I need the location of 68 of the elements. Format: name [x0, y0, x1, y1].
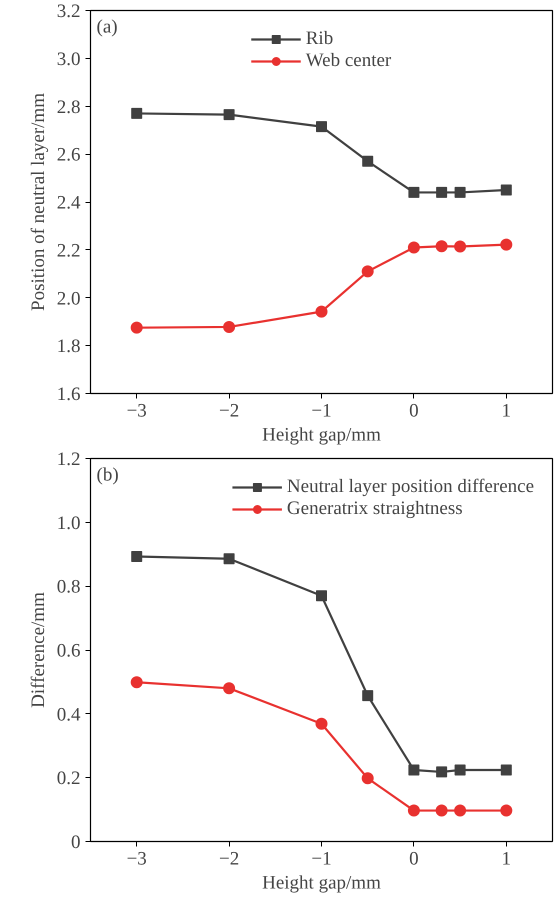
point: [130, 322, 143, 334]
point: [500, 804, 512, 817]
point: [454, 764, 466, 776]
y-tick-label: 3.2: [56, 1, 80, 22]
x-tick-label: 1: [502, 848, 512, 870]
point: [362, 690, 374, 702]
y-tick-label: 0.2: [56, 768, 80, 790]
y-tick-label: 0.6: [56, 640, 80, 662]
y-tick-label: 3.0: [56, 48, 80, 70]
x-axis-title: Height gap/mm: [262, 424, 382, 446]
point: [131, 550, 142, 562]
y-tick-label: 2.0: [56, 288, 80, 310]
point: [436, 240, 448, 252]
y-tick-label: 1.6: [56, 384, 80, 405]
x-tick-label: 0: [409, 848, 419, 870]
point: [454, 804, 466, 817]
legend-label: Neutral layer position difference: [286, 476, 534, 498]
point: [316, 590, 327, 602]
x-tick-label: −3: [126, 848, 147, 870]
y-tick-label: 0.4: [56, 704, 81, 726]
point: [362, 265, 374, 278]
point: [408, 186, 420, 198]
y-axis-title: Difference/mm: [28, 592, 49, 708]
annotation: (b): [96, 464, 119, 486]
y-axis-title: Position of neutral layer/mm: [28, 92, 49, 311]
point: [362, 772, 374, 784]
x-tick-label: 0: [409, 400, 419, 422]
point: [500, 764, 512, 776]
point: [500, 238, 512, 251]
annotation: (a): [96, 16, 118, 38]
x-tick-label: 1: [502, 400, 512, 422]
point: [362, 156, 374, 167]
y-tick-label: 2.6: [56, 144, 80, 166]
point: [500, 184, 512, 196]
x-tick-label: −3: [126, 400, 147, 422]
x-axis-title: Height gap/mm: [262, 872, 382, 894]
point: [316, 718, 328, 730]
point: [224, 553, 235, 564]
y-tick-label: 2.4: [56, 192, 81, 214]
y-tick-label: 0: [71, 832, 80, 853]
y-tick-label: 0.8: [56, 576, 80, 598]
y-tick-label: 1.2: [56, 449, 80, 470]
point: [436, 186, 448, 198]
x-tick-label: −2: [218, 848, 240, 870]
point: [131, 108, 142, 119]
point: [130, 676, 143, 688]
x-tick-label: −2: [218, 400, 240, 422]
x-tick-label: −1: [311, 400, 332, 422]
legend-label: Rib: [306, 28, 334, 50]
legend-label: Web center: [306, 50, 392, 72]
x-tick-label: −1: [311, 848, 332, 870]
point: [408, 804, 420, 817]
point: [454, 186, 466, 198]
point: [436, 766, 448, 778]
point: [436, 804, 448, 817]
legend-label: Generatrix straightness: [286, 498, 463, 520]
point: [454, 240, 466, 253]
point: [223, 682, 236, 694]
point: [224, 109, 235, 120]
point: [316, 306, 328, 318]
y-tick-label: 1.8: [56, 336, 80, 358]
y-tick-label: 2.8: [56, 96, 80, 118]
y-tick-label: 1.0: [56, 512, 80, 534]
y-tick-label: 2.2: [56, 240, 80, 262]
point: [408, 241, 420, 254]
point: [408, 764, 420, 776]
point: [223, 320, 236, 333]
point: [316, 121, 327, 132]
